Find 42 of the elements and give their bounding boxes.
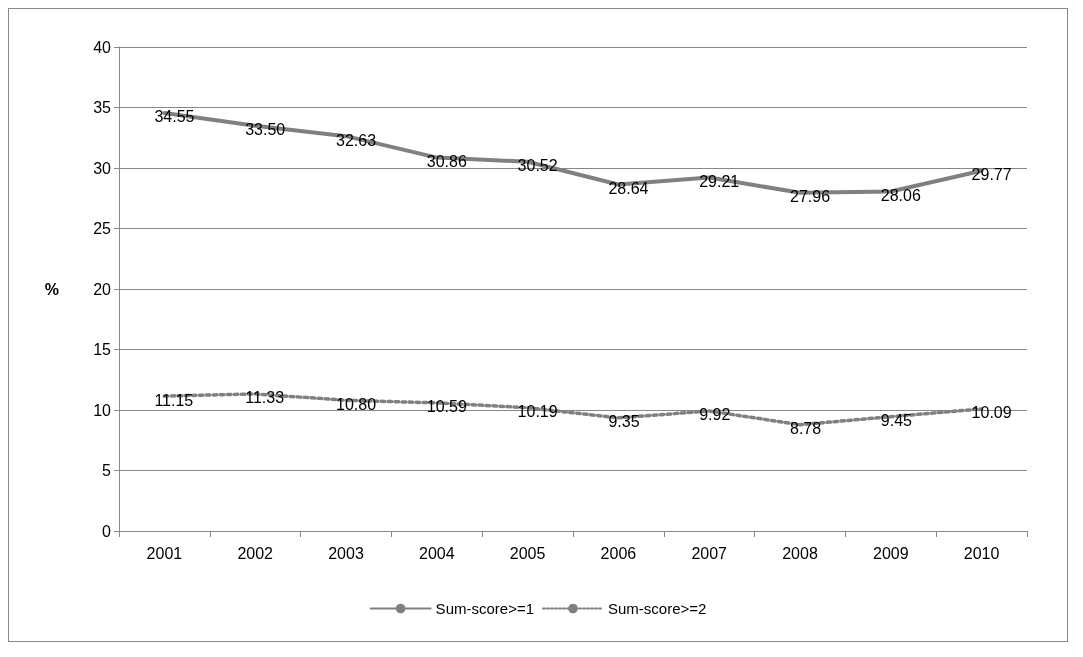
data-label: 30.86: [426, 153, 467, 171]
y-tick-label: 15: [93, 341, 112, 358]
x-tick-label: 2008: [782, 544, 818, 562]
y-tick-label: 40: [93, 38, 112, 56]
data-label: 9.92: [699, 406, 731, 424]
data-label: 28.06: [880, 186, 921, 204]
y-tick-label: 30: [93, 159, 112, 177]
x-tick-label: 2005: [509, 544, 546, 562]
data-label: 29.77: [971, 166, 1012, 184]
data-label: 30.52: [517, 157, 558, 175]
x-tick-label: 2003: [328, 544, 364, 562]
data-label: 10.80: [336, 395, 377, 413]
data-label: 9.45: [880, 412, 913, 430]
data-label: 8.78: [790, 420, 822, 438]
data-label: 10.19: [517, 403, 558, 421]
data-label: 11.15: [154, 391, 194, 409]
y-tick-label: 25: [93, 220, 112, 237]
data-label: 10.59: [426, 398, 467, 416]
data-label: 10.09: [971, 404, 1012, 422]
x-tick-label: 2002: [237, 544, 274, 562]
data-label: 34.55: [154, 108, 195, 126]
x-tick-label: 2006: [600, 544, 637, 562]
legend-label: Sum-score>=1: [435, 600, 535, 617]
data-label: 28.64: [608, 179, 649, 197]
y-tick-label: 5: [102, 462, 112, 479]
x-tick-label: 2010: [963, 544, 1000, 562]
x-tick-label: 2004: [419, 544, 455, 562]
y-tick-label: 35: [93, 99, 112, 116]
legend-label: Sum-score>=2: [608, 600, 707, 617]
data-label: 27.96: [790, 188, 831, 206]
x-tick-label: 2009: [873, 544, 909, 562]
data-label: 32.63: [336, 131, 377, 149]
x-tick-label: 2007: [691, 544, 728, 562]
x-tick-label: 2001: [146, 544, 183, 562]
data-label: 33.50: [245, 121, 286, 139]
data-label: 11.33: [245, 389, 285, 407]
data-label: 29.21: [699, 173, 740, 191]
y-tick-label: 10: [93, 401, 112, 419]
y-tick-label: 0: [102, 522, 112, 540]
y-tick-label: 20: [93, 280, 112, 298]
data-label: 9.35: [608, 413, 640, 431]
y-axis-title: %: [44, 280, 59, 298]
